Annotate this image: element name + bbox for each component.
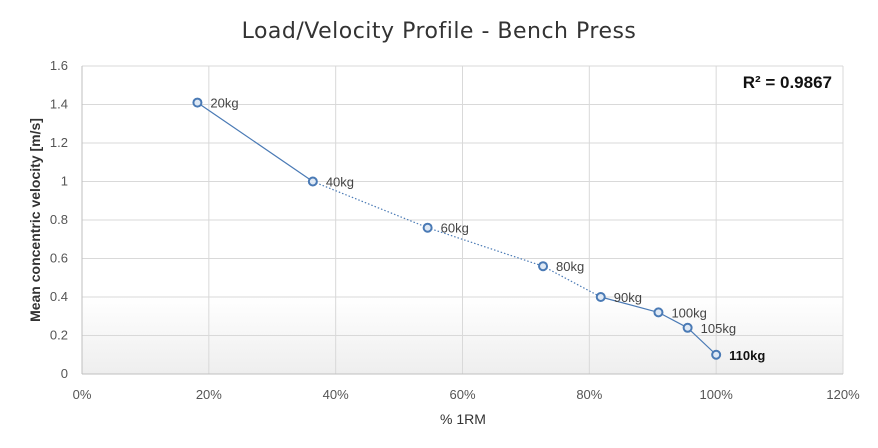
data-point bbox=[711, 349, 722, 360]
y-tick-label: 1 bbox=[61, 174, 68, 189]
x-tick-label: 20% bbox=[196, 387, 222, 402]
series-bench-press bbox=[192, 97, 722, 360]
y-tick-label: 1.2 bbox=[50, 135, 68, 150]
x-tick-label: 60% bbox=[449, 387, 475, 402]
data-label: 40kg bbox=[326, 175, 354, 190]
data-point bbox=[538, 261, 549, 272]
data-label: 90kg bbox=[614, 290, 642, 305]
y-tick-label: 1.4 bbox=[50, 97, 68, 112]
x-axis-label: % 1RM bbox=[440, 411, 486, 427]
x-tick-label: 120% bbox=[826, 387, 860, 402]
series-line-segment bbox=[427, 227, 544, 267]
x-tick-label: 80% bbox=[576, 387, 602, 402]
y-tick-label: 0 bbox=[61, 366, 68, 381]
series-line-segment bbox=[658, 311, 688, 329]
data-label: 110kg bbox=[729, 348, 765, 363]
tick-labels: 0 0.2 0.4 0.6 0.8 1 1.2 1.4 1.6 0% 20% 40% 60% 80% 100… bbox=[50, 58, 860, 402]
x-tick-label: 0% bbox=[73, 387, 92, 402]
y-tick-label: 1.6 bbox=[50, 58, 68, 73]
y-tick-label: 0.6 bbox=[50, 251, 68, 266]
series-line-segment bbox=[197, 102, 314, 182]
data-point bbox=[192, 97, 203, 108]
series-line-segment bbox=[542, 265, 602, 298]
data-point bbox=[595, 292, 606, 302]
series-line-segment bbox=[687, 327, 717, 356]
data-point bbox=[682, 322, 693, 333]
data-label: 80kg bbox=[556, 259, 584, 274]
data-point bbox=[307, 176, 318, 187]
data-label: 20kg bbox=[210, 96, 238, 111]
data-label: 105kg bbox=[701, 321, 736, 336]
x-tick-label: 40% bbox=[323, 387, 349, 402]
y-axis-label: Mean concentric velocity [m/s] bbox=[27, 118, 43, 322]
data-point bbox=[422, 222, 433, 233]
r-squared-annotation: R² = 0.9867 bbox=[743, 73, 832, 92]
y-tick-label: 0.2 bbox=[50, 328, 68, 343]
chart-title: Load/Velocity Profile - Bench Press bbox=[242, 19, 637, 44]
data-point bbox=[653, 307, 664, 318]
axes bbox=[81, 66, 843, 375]
data-label: 60kg bbox=[441, 221, 469, 236]
y-tick-label: 0.4 bbox=[50, 289, 68, 304]
data-label: 100kg bbox=[671, 305, 706, 320]
series-line-segment bbox=[600, 296, 659, 313]
y-tick-label: 0.8 bbox=[50, 212, 68, 227]
x-tick-label: 100% bbox=[700, 387, 734, 402]
